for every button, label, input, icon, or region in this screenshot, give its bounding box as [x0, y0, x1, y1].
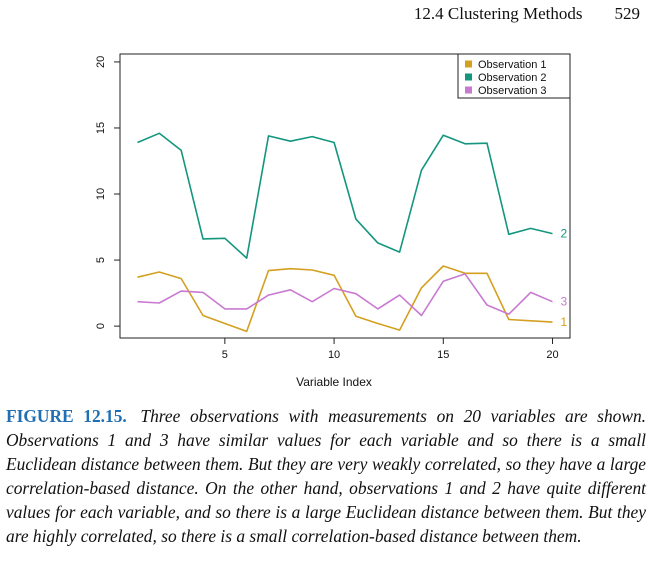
- chart-axes: 5 10 15 20 0 5 10 15 20: [95, 53, 571, 361]
- legend-swatch-3: [465, 86, 472, 94]
- caption-text: Three observations with measurements on …: [6, 406, 646, 546]
- legend-swatch-2: [465, 73, 472, 81]
- x-axis-label: Variable Index: [296, 375, 372, 389]
- x-tick-label: 5: [222, 349, 228, 361]
- running-head: 12.4 Clustering Methods 529: [414, 4, 640, 24]
- x-tick-label: 20: [546, 349, 558, 361]
- series-end-label-2: 2: [561, 227, 568, 241]
- legend-label-2: Observation 2: [478, 72, 546, 84]
- y-tick-label: 10: [95, 188, 107, 200]
- section-title: 12.4 Clustering Methods: [413, 4, 583, 23]
- series-end-label-1: 1: [561, 315, 568, 329]
- y-tick-label: 20: [95, 56, 107, 68]
- legend-label-1: Observation 1: [478, 59, 546, 71]
- figure-label: FIGURE 12.15.: [6, 406, 127, 426]
- series-line-3: [137, 273, 553, 317]
- legend-swatch-1: [465, 60, 472, 68]
- legend-label-3: Observation 3: [478, 85, 546, 97]
- y-tick-label: 0: [95, 323, 107, 329]
- y-tick-label: 5: [95, 257, 107, 263]
- plot-frame: [119, 53, 571, 339]
- legend-box: [457, 53, 571, 99]
- series-line-1: [137, 265, 553, 333]
- y-tick-label: 15: [95, 122, 107, 134]
- chart-series: 1 2 3: [137, 132, 568, 333]
- series-line-2: [137, 132, 553, 259]
- figure-caption: FIGURE 12.15. Three observations with me…: [6, 404, 646, 548]
- series-end-label-3: 3: [561, 295, 568, 309]
- x-tick-label: 10: [328, 349, 340, 361]
- x-tick-label: 15: [437, 349, 449, 361]
- page-number: 529: [614, 4, 641, 23]
